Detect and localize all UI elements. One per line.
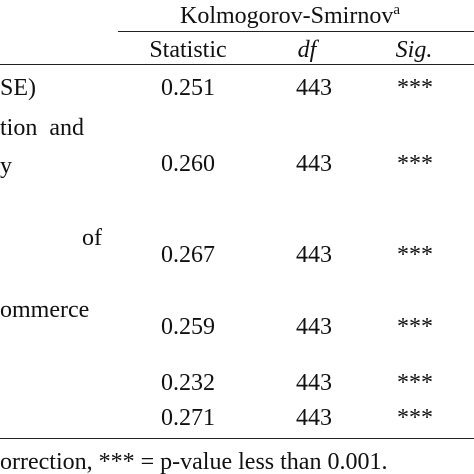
column-header: df — [297, 37, 317, 63]
cell: 443 — [296, 75, 332, 101]
group-header-superscript: a — [393, 2, 400, 18]
cell: 0.260 — [161, 151, 215, 177]
row-label: tion and — [0, 115, 84, 141]
cell: *** — [397, 314, 433, 340]
column-header-rule — [0, 64, 474, 65]
row-label: of — [82, 225, 102, 251]
cell: 443 — [296, 405, 332, 431]
cell: 443 — [296, 370, 332, 396]
bottom-rule — [0, 438, 474, 439]
row-label: ommerce — [0, 297, 90, 323]
cell: *** — [397, 405, 433, 431]
cell: 443 — [296, 314, 332, 340]
cell: 443 — [296, 151, 332, 177]
cell: *** — [397, 151, 433, 177]
cell: 0.232 — [161, 370, 215, 396]
header-rule — [118, 31, 474, 32]
cell: 0.267 — [161, 242, 215, 268]
cell: *** — [397, 75, 433, 101]
cell: 0.271 — [161, 405, 215, 431]
row-label: SE) — [0, 75, 36, 101]
cell: 0.259 — [161, 314, 215, 340]
cell: *** — [397, 370, 433, 396]
footnote: orrection, *** = p-value less than 0.001… — [0, 449, 388, 474]
column-header: Statistic — [149, 37, 227, 63]
cell: *** — [397, 242, 433, 268]
row-label: y — [0, 153, 12, 179]
group-header-text: Kolmogorov-Smirnov — [180, 3, 394, 29]
group-header: Kolmogorov-Smirnova — [180, 2, 400, 29]
cell: 443 — [296, 242, 332, 268]
column-header: Sig. — [395, 37, 433, 63]
cell: 0.251 — [161, 75, 215, 101]
